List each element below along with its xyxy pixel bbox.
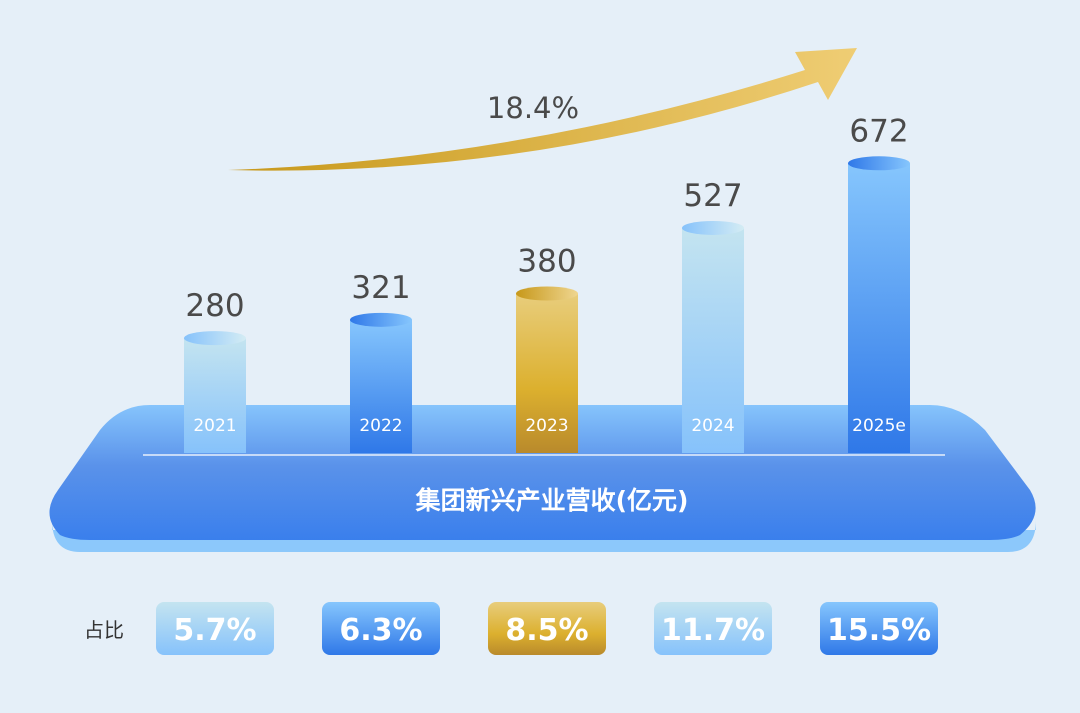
- value-label: 321: [351, 270, 410, 306]
- value-label: 527: [683, 178, 742, 214]
- share-badge: 5.7%: [156, 602, 274, 655]
- platform-top: [49, 405, 1036, 540]
- bar-2025e: 672 2025e: [848, 113, 910, 453]
- share-badge: 8.5%: [488, 602, 606, 655]
- share-badge: 11.7%: [654, 602, 772, 655]
- share-value: 11.7%: [661, 613, 765, 648]
- bar-cap: [350, 312, 412, 327]
- value-label: 380: [517, 244, 576, 280]
- bar-body: [516, 293, 578, 453]
- bar-body: [682, 227, 744, 453]
- share-badge-bg: [654, 602, 772, 655]
- share-value: 5.7%: [173, 613, 256, 648]
- growth-arrow-body: [228, 48, 857, 171]
- bar-cap: [848, 156, 910, 171]
- bar-2022: 321 2022: [350, 270, 412, 453]
- year-label: 2022: [359, 416, 402, 436]
- share-value: 15.5%: [827, 613, 931, 648]
- bar-cap: [682, 220, 744, 235]
- bar-cap: [516, 286, 578, 301]
- share-badge: 15.5%: [820, 602, 938, 655]
- year-label: 2021: [193, 416, 236, 436]
- bar-cap: [184, 331, 246, 346]
- share-badge-bg: [156, 602, 274, 655]
- growth-rate-label: 18.4%: [487, 91, 579, 125]
- bar-body: [350, 319, 412, 453]
- year-label: 2023: [525, 416, 568, 436]
- bar-body: [848, 163, 910, 453]
- chart-title: 集团新兴产业营收(亿元): [415, 486, 689, 515]
- share-badge-bg: [488, 602, 606, 655]
- bar-2024: 527 2024: [682, 178, 744, 453]
- share-badge-bg: [820, 602, 938, 655]
- bar-2021: 280 2021: [184, 288, 246, 453]
- share-badge: 6.3%: [322, 602, 440, 655]
- share-badge-bg: [322, 602, 440, 655]
- share-value: 6.3%: [339, 613, 422, 648]
- growth-arrow: [228, 48, 857, 171]
- bar-body: [184, 338, 246, 453]
- share-value: 8.5%: [505, 613, 588, 648]
- bar-2023: 380 2023: [516, 244, 578, 453]
- value-label: 280: [185, 288, 244, 324]
- year-label: 2025e: [852, 416, 906, 436]
- value-label: 672: [849, 113, 908, 149]
- platform-base: [49, 405, 1036, 552]
- share-label: 占比: [84, 618, 124, 642]
- year-label: 2024: [691, 416, 734, 436]
